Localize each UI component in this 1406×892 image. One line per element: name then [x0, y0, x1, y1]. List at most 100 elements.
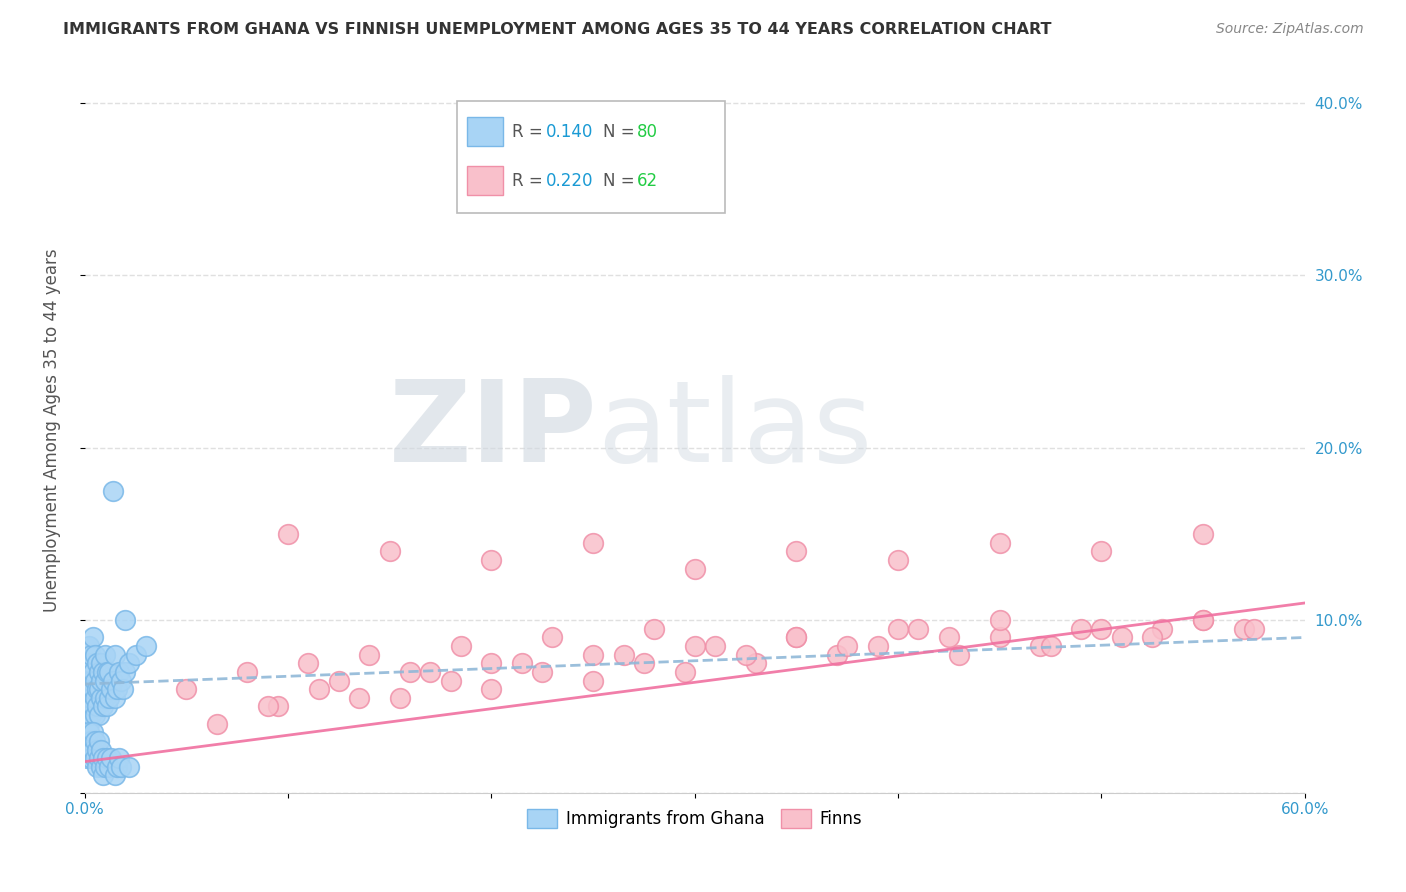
Point [100, 682, 122, 697]
Point [1070, 622, 1092, 636]
Point [1192, 613, 1215, 627]
Point [82, 682, 104, 697]
Point [236, 665, 259, 679]
Point [80, 708, 103, 723]
Point [673, 665, 696, 679]
Point [87, 734, 110, 748]
Point [90, 673, 112, 688]
Point [1029, 639, 1052, 653]
Point [450, 639, 472, 653]
Point [612, 648, 634, 662]
Point [87, 682, 110, 697]
Text: N =: N = [603, 172, 640, 190]
Point [1243, 622, 1265, 636]
Point [118, 657, 141, 671]
Point [80, 690, 103, 705]
Point [988, 613, 1011, 627]
Point [91, 699, 114, 714]
Point [256, 699, 278, 714]
Point [77, 716, 100, 731]
Point [77, 725, 100, 739]
Point [938, 631, 960, 645]
Point [91, 751, 114, 765]
Point [643, 622, 665, 636]
Point [105, 760, 128, 774]
Point [76, 682, 98, 697]
Point [633, 657, 655, 671]
Point [479, 657, 502, 671]
Point [1090, 622, 1112, 636]
Point [82, 631, 104, 645]
Point [988, 535, 1011, 549]
Text: 0.140: 0.140 [546, 122, 593, 141]
Point [347, 690, 370, 705]
Point [378, 544, 401, 558]
Point [104, 690, 127, 705]
Point [103, 483, 125, 498]
Point [87, 751, 110, 765]
Point [582, 648, 605, 662]
Text: IMMIGRANTS FROM GHANA VS FINNISH UNEMPLOYMENT AMONG AGES 35 TO 44 YEARS CORRELAT: IMMIGRANTS FROM GHANA VS FINNISH UNEMPLO… [63, 22, 1052, 37]
Point [785, 631, 807, 645]
Point [90, 657, 112, 671]
Point [479, 682, 502, 697]
Text: N =: N = [603, 122, 640, 141]
FancyBboxPatch shape [467, 166, 503, 195]
Legend: Immigrants from Ghana, Finns: Immigrants from Ghana, Finns [520, 803, 869, 835]
Point [87, 708, 110, 723]
Point [683, 561, 706, 575]
Point [1140, 631, 1163, 645]
Text: ZIP: ZIP [388, 376, 598, 486]
Point [704, 639, 727, 653]
Point [98, 760, 121, 774]
Text: 62: 62 [637, 172, 658, 190]
Point [77, 690, 100, 705]
Point [785, 544, 807, 558]
Point [479, 553, 502, 567]
Point [419, 665, 441, 679]
Point [582, 673, 605, 688]
Point [77, 639, 100, 653]
Point [94, 673, 117, 688]
Point [82, 699, 104, 714]
Point [582, 535, 605, 549]
Point [308, 682, 330, 697]
Point [110, 760, 132, 774]
FancyBboxPatch shape [457, 101, 725, 213]
Text: atlas: atlas [598, 376, 872, 486]
Point [80, 657, 103, 671]
Point [1039, 639, 1062, 653]
Point [98, 690, 121, 705]
Point [86, 760, 108, 774]
Point [866, 639, 889, 653]
Point [114, 613, 136, 627]
Point [114, 665, 136, 679]
Point [90, 760, 112, 774]
Point [297, 657, 319, 671]
Point [328, 673, 350, 688]
Point [76, 665, 98, 679]
Point [683, 639, 706, 653]
FancyBboxPatch shape [467, 117, 503, 146]
Point [82, 742, 104, 756]
Point [77, 673, 100, 688]
Point [94, 690, 117, 705]
Point [785, 631, 807, 645]
Point [110, 673, 132, 688]
Point [77, 657, 100, 671]
Point [907, 622, 929, 636]
Point [76, 751, 98, 765]
Point [100, 751, 122, 765]
Point [80, 673, 103, 688]
Text: 80: 80 [637, 122, 658, 141]
Point [76, 699, 98, 714]
Point [1233, 622, 1256, 636]
Point [104, 768, 127, 782]
Point [86, 657, 108, 671]
Point [541, 631, 564, 645]
Point [83, 708, 105, 723]
Point [76, 734, 98, 748]
Point [104, 648, 127, 662]
Text: 0.220: 0.220 [546, 172, 593, 190]
Point [105, 682, 128, 697]
